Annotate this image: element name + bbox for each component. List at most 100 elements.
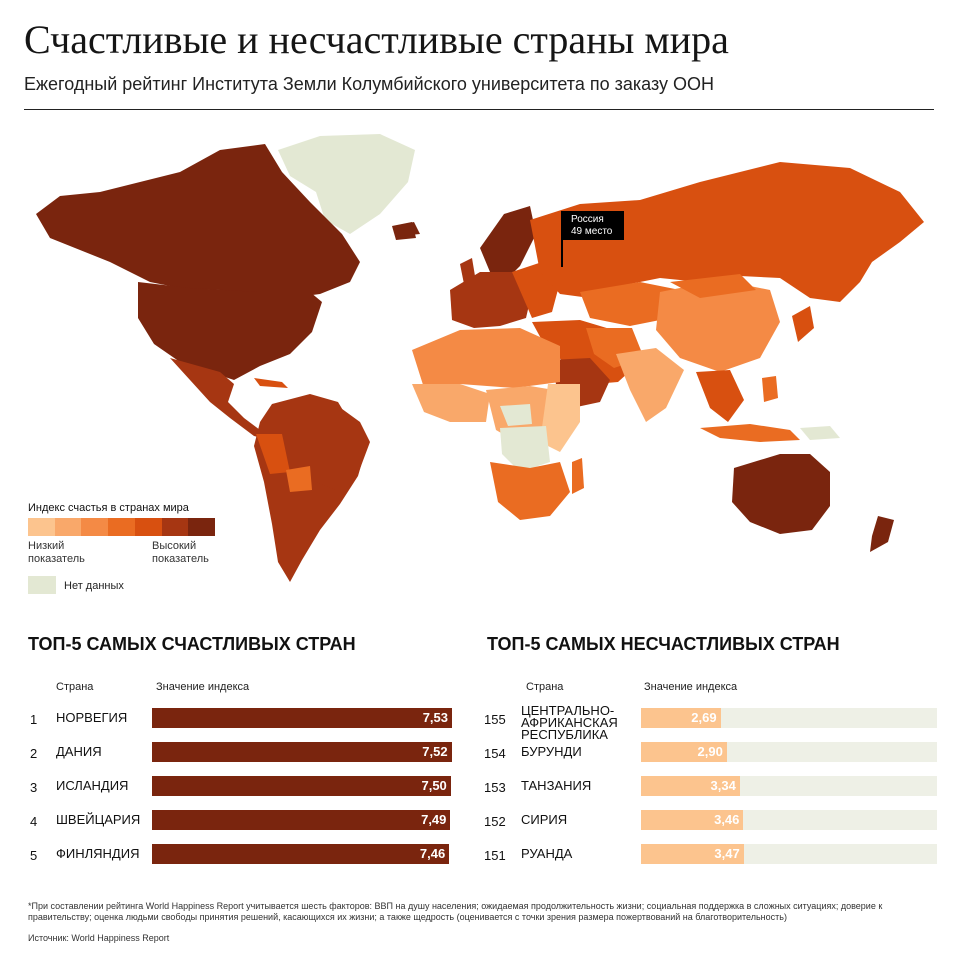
legend-color-scale xyxy=(28,518,216,536)
index-value: 2,90 xyxy=(697,744,723,759)
mongolia-region xyxy=(670,274,756,298)
kazakhstan-region xyxy=(580,282,680,326)
country-name: Бурунди xyxy=(521,744,582,759)
legend-low-label: Низкий показатель xyxy=(28,540,85,565)
north-africa-region xyxy=(412,328,560,388)
world-map xyxy=(36,134,924,582)
legend-high-label: Высокий показатель xyxy=(152,540,209,565)
legend-no-data-swatch xyxy=(28,576,56,594)
index-bar: 7,53 xyxy=(152,708,452,728)
southern-africa-region xyxy=(490,462,570,520)
index-value: 3,46 xyxy=(714,812,740,827)
russia-callout-rank: 49 место xyxy=(571,226,613,237)
rank-number: 154 xyxy=(484,746,506,761)
page-subtitle: Ежегодный рейтинг Института Земли Колумб… xyxy=(24,74,715,94)
index-bar-track: 3,34 xyxy=(641,776,937,796)
legend-scale-step xyxy=(188,518,216,536)
argentina-region xyxy=(282,494,314,578)
index-bar-track: 7,52 xyxy=(152,742,452,762)
index-bar: 7,50 xyxy=(152,776,451,796)
congo-region xyxy=(500,426,550,472)
header-divider xyxy=(24,109,934,110)
index-value: 2,69 xyxy=(691,710,717,725)
west-africa-region xyxy=(412,384,490,422)
country-name: Танзания xyxy=(521,778,592,793)
rank-number: 1 xyxy=(30,712,38,727)
source-note: Источник: World Happiness Report xyxy=(28,933,170,943)
unhappiest-col-value: Значение индекса xyxy=(644,681,738,693)
legend-scale-step xyxy=(54,518,82,536)
footnote: *При составлении рейтинга World Happines… xyxy=(28,901,883,922)
unhappiest-section-title: ТОП-5 САМЫХ НЕСЧАСТЛИВЫХ СТРАН xyxy=(487,634,840,654)
happiest-section-title: ТОП-5 САМЫХ СЧАСТЛИВЫХ СТРАН xyxy=(28,634,356,654)
cuba-region xyxy=(254,378,288,388)
index-bar-track: 2,69 xyxy=(641,708,937,728)
canada-region xyxy=(36,144,360,298)
index-bar: 3,34 xyxy=(641,776,740,796)
southeast-asia-region xyxy=(696,370,744,422)
index-bar: 2,90 xyxy=(641,742,727,762)
indonesia-region xyxy=(700,424,800,442)
uk-region xyxy=(460,258,476,284)
index-bar-track: 3,47 xyxy=(641,844,937,864)
western-europe-region xyxy=(450,272,532,328)
india-region xyxy=(616,348,684,422)
index-bar-track: 7,50 xyxy=(152,776,452,796)
legend-scale-step xyxy=(134,518,162,536)
usa-region xyxy=(138,282,322,380)
happiest-col-country: Страна xyxy=(56,681,94,693)
unhappiest-col-country: Страна xyxy=(526,681,564,693)
legend-scale-step xyxy=(108,518,135,536)
rank-number: 153 xyxy=(484,780,506,795)
rank-number: 155 xyxy=(484,712,506,727)
legend-title: Индекс счастья в странах мира xyxy=(28,502,189,514)
index-bar: 3,46 xyxy=(641,810,744,830)
australia-region xyxy=(732,454,830,534)
index-bar-track: 2,90 xyxy=(641,742,937,762)
iceland-region xyxy=(394,222,420,236)
rank-number: 3 xyxy=(30,780,38,795)
index-bar: 3,47 xyxy=(641,844,744,864)
index-value: 7,46 xyxy=(419,846,446,861)
page-title: Счастливые и несчастливые страны мира xyxy=(24,17,729,62)
china-region xyxy=(656,280,780,372)
index-bar: 7,49 xyxy=(152,810,451,830)
rank-number: 151 xyxy=(484,848,506,863)
index-value: 7,52 xyxy=(422,744,448,759)
car-region xyxy=(500,404,532,426)
rank-number: 5 xyxy=(30,848,38,863)
index-bar-track: 7,49 xyxy=(152,810,452,830)
index-value: 7,49 xyxy=(421,812,447,827)
madagascar-region xyxy=(572,458,584,494)
philippines-region xyxy=(762,376,778,402)
index-bar-track: 3,46 xyxy=(641,810,937,830)
country-name: Руанда xyxy=(521,846,573,861)
index-bar: 2,69 xyxy=(641,708,721,728)
index-bar-track: 7,53 xyxy=(152,708,452,728)
mexico-region xyxy=(170,358,270,440)
country-name: Швейцария xyxy=(56,812,141,827)
country-name: Норвегия xyxy=(56,710,128,725)
greenland-region xyxy=(278,134,415,234)
rank-number: 152 xyxy=(484,814,506,829)
legend-no-data-label: Нет данных xyxy=(64,580,124,592)
country-name: Исландия xyxy=(56,778,129,793)
legend-scale-step xyxy=(28,518,55,536)
new-guinea-region xyxy=(800,426,840,440)
russia-region xyxy=(530,162,924,302)
bolivia-region xyxy=(286,466,312,492)
index-value: 3,47 xyxy=(714,846,740,861)
rank-number: 4 xyxy=(30,814,38,829)
japan-region xyxy=(792,306,814,342)
rank-number: 2 xyxy=(30,746,38,761)
index-value: 7,53 xyxy=(422,710,448,725)
scandinavia-region xyxy=(480,206,536,282)
legend-scale-step xyxy=(161,518,189,536)
russia-callout: Россия 49 место xyxy=(562,211,624,240)
index-bar: 7,46 xyxy=(152,844,450,864)
new-zealand-region xyxy=(870,516,894,552)
legend-scale-step xyxy=(81,518,109,536)
brazil-region xyxy=(302,406,370,490)
country-name: Финляндия xyxy=(56,846,140,861)
index-bar-track: 7,46 xyxy=(152,844,452,864)
